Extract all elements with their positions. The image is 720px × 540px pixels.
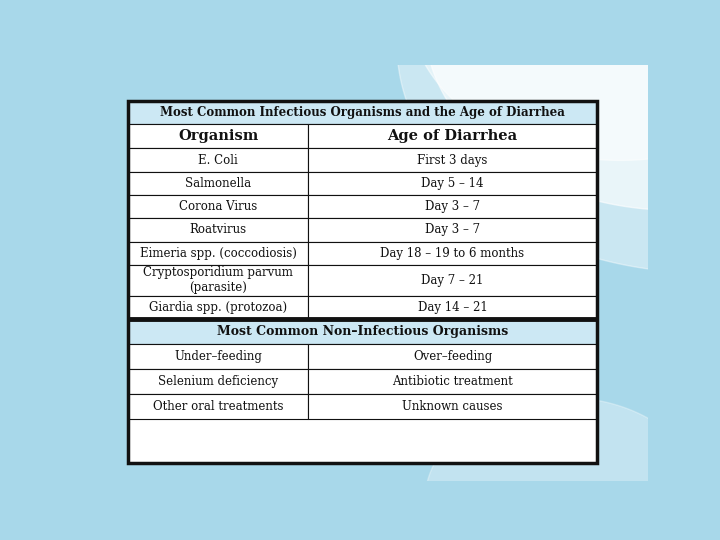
Bar	[308, 218, 597, 241]
Text: First 3 days: First 3 days	[418, 153, 487, 166]
Text: Under–feeding: Under–feeding	[174, 350, 262, 363]
Text: Corona Virus: Corona Virus	[179, 200, 257, 213]
Bar	[128, 369, 308, 394]
Bar	[128, 102, 597, 463]
Bar	[128, 265, 308, 296]
Text: Day 14 – 21: Day 14 – 21	[418, 301, 487, 314]
Text: Roatvirus: Roatvirus	[189, 224, 247, 237]
Bar	[128, 195, 308, 218]
Bar	[128, 124, 308, 148]
Polygon shape	[425, 0, 720, 210]
Text: E. Coli: E. Coli	[198, 153, 238, 166]
Bar	[128, 102, 597, 463]
Text: Organism: Organism	[178, 129, 258, 143]
Text: Age of Diarrhea: Age of Diarrhea	[387, 129, 518, 143]
Text: Most Common Infectious Organisms and the Age of Diarrhea: Most Common Infectious Organisms and the…	[160, 106, 564, 119]
Text: Over–feeding: Over–feeding	[413, 350, 492, 363]
Bar	[308, 394, 597, 419]
Bar	[128, 344, 308, 369]
Text: Other oral treatments: Other oral treatments	[153, 400, 284, 413]
Bar	[128, 241, 308, 265]
Bar	[308, 148, 597, 172]
Bar	[128, 172, 308, 195]
Bar	[308, 369, 597, 394]
Bar	[308, 195, 597, 218]
Bar	[308, 241, 597, 265]
Bar	[308, 344, 597, 369]
Text: Unknown causes: Unknown causes	[402, 400, 503, 413]
Polygon shape	[425, 397, 704, 540]
Text: Giardia spp. (protozoa): Giardia spp. (protozoa)	[149, 301, 287, 314]
Text: Day 3 – 7: Day 3 – 7	[425, 200, 480, 213]
Bar	[308, 172, 597, 195]
Bar	[308, 296, 597, 319]
Text: Day 5 – 14: Day 5 – 14	[421, 177, 484, 190]
Bar	[308, 124, 597, 148]
Text: Selenium deficiency: Selenium deficiency	[158, 375, 278, 388]
Bar	[128, 319, 597, 344]
Polygon shape	[397, 0, 720, 273]
Bar	[128, 148, 308, 172]
Polygon shape	[408, 0, 720, 160]
Bar	[128, 394, 308, 419]
Bar	[308, 265, 597, 296]
Bar	[128, 102, 597, 124]
Text: Salmonella: Salmonella	[185, 177, 251, 190]
Text: Day 18 – 19 to 6 months: Day 18 – 19 to 6 months	[380, 247, 525, 260]
Text: Day 7 – 21: Day 7 – 21	[421, 274, 484, 287]
Text: Day 3 – 7: Day 3 – 7	[425, 224, 480, 237]
Text: Eimeria spp. (coccodiosis): Eimeria spp. (coccodiosis)	[140, 247, 297, 260]
Bar	[128, 296, 308, 319]
Text: Antibiotic treatment: Antibiotic treatment	[392, 375, 513, 388]
Text: Cryptosporidium parvum
(parasite): Cryptosporidium parvum (parasite)	[143, 266, 293, 294]
Text: Most Common Non–Infectious Organisms: Most Common Non–Infectious Organisms	[217, 325, 508, 338]
Bar	[128, 218, 308, 241]
